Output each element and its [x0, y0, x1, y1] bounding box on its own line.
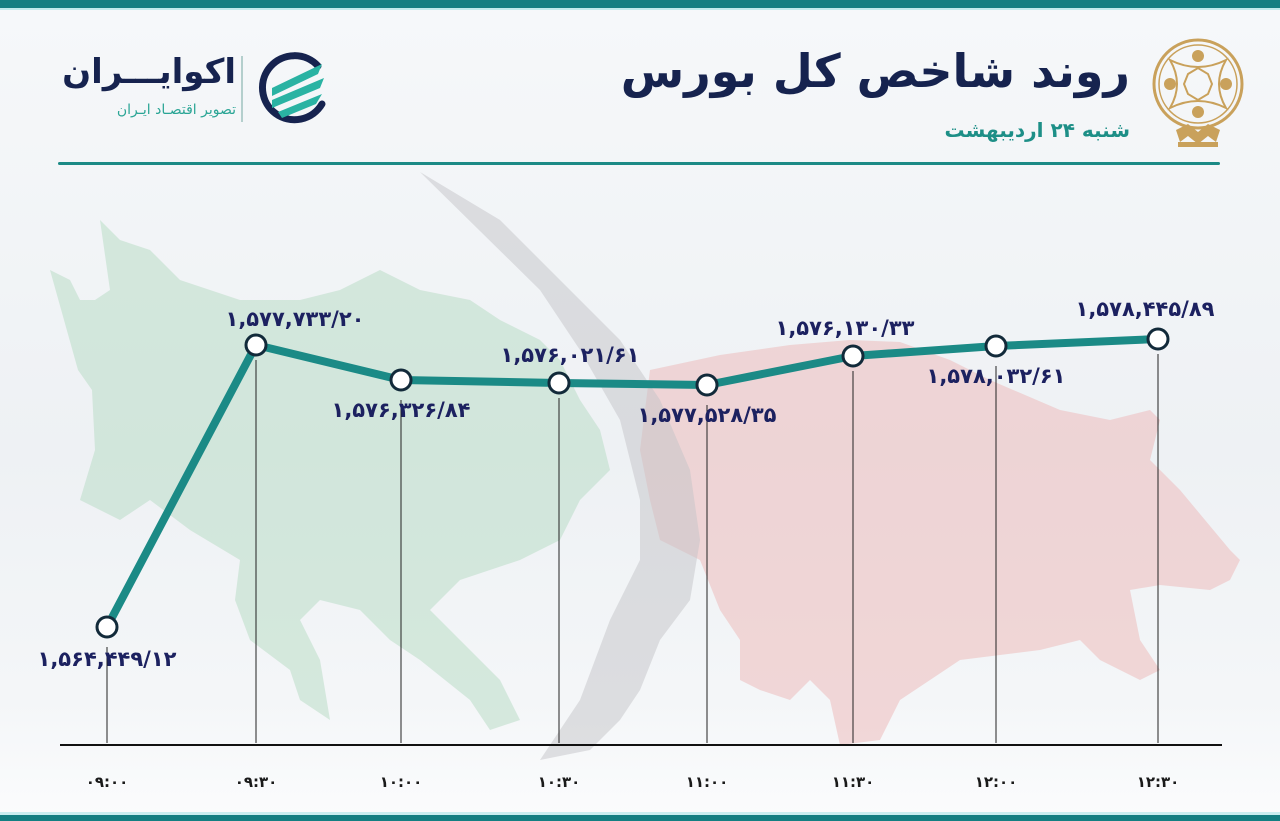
ecoiran-brand: اکوایـــران تصویر اقتصـاد ایـران — [62, 50, 334, 130]
data-point-marker — [547, 371, 571, 395]
ecoiran-swirl-logo-icon — [259, 52, 326, 124]
brand-tagline: تصویر اقتصـاد ایـران — [116, 102, 236, 118]
data-value-label: ۱,۵۷۶,۳۲۶/۸۴ — [331, 398, 471, 422]
data-point-marker — [95, 615, 119, 639]
bear-silhouette-icon — [640, 340, 1240, 745]
date-subtitle: شنبه ۲۴ اردیبهشت — [944, 118, 1130, 142]
data-value-label: ۱,۵۷۸,۰۳۲/۶۱ — [926, 364, 1066, 388]
page-title: روند شاخص کل بورس — [620, 44, 1131, 98]
header-divider — [58, 162, 1220, 165]
bull-silhouette-icon — [50, 220, 610, 730]
trend-arrow-icon — [420, 172, 700, 760]
data-point-marker — [1146, 327, 1170, 351]
bottom-accent-band — [0, 812, 1280, 821]
top-accent-band — [0, 0, 1280, 10]
data-point-marker — [841, 344, 865, 368]
data-value-label: ۱,۵۶۴,۴۴۹/۱۲ — [37, 647, 177, 671]
data-point-marker — [695, 373, 719, 397]
data-point-marker — [244, 333, 268, 357]
x-axis-tick-label: ۱۱:۰۰ — [685, 773, 729, 791]
x-axis-tick-label: ۱۱:۳۰ — [831, 773, 875, 791]
data-value-label: ۱,۵۷۷,۷۳۳/۲۰ — [225, 307, 365, 331]
x-axis-tick-label: ۱۰:۳۰ — [537, 773, 581, 791]
x-axis-tick-label: ۱۲:۳۰ — [1136, 773, 1180, 791]
data-value-label: ۱,۵۷۸,۴۴۵/۸۹ — [1075, 297, 1215, 321]
data-value-label: ۱,۵۷۷,۵۲۸/۳۵ — [637, 403, 777, 427]
x-axis-tick-label: ۰۹:۰۰ — [85, 773, 129, 791]
brand-separator — [241, 56, 243, 122]
x-axis-tick-label: ۱۰:۰۰ — [379, 773, 423, 791]
x-axis-tick-label: ۱۲:۰۰ — [974, 773, 1018, 791]
x-axis-tick-label: ۰۹:۳۰ — [234, 773, 278, 791]
data-value-label: ۱,۵۷۶,۱۳۰/۳۳ — [775, 316, 915, 340]
data-value-label: ۱,۵۷۶,۰۲۱/۶۱ — [500, 343, 640, 367]
data-point-marker — [389, 368, 413, 392]
data-point-marker — [984, 334, 1008, 358]
index-series-line — [103, 335, 1159, 629]
tehran-stock-exchange-emblem-icon — [1152, 38, 1244, 147]
brand-name: اکوایـــران — [62, 52, 236, 92]
